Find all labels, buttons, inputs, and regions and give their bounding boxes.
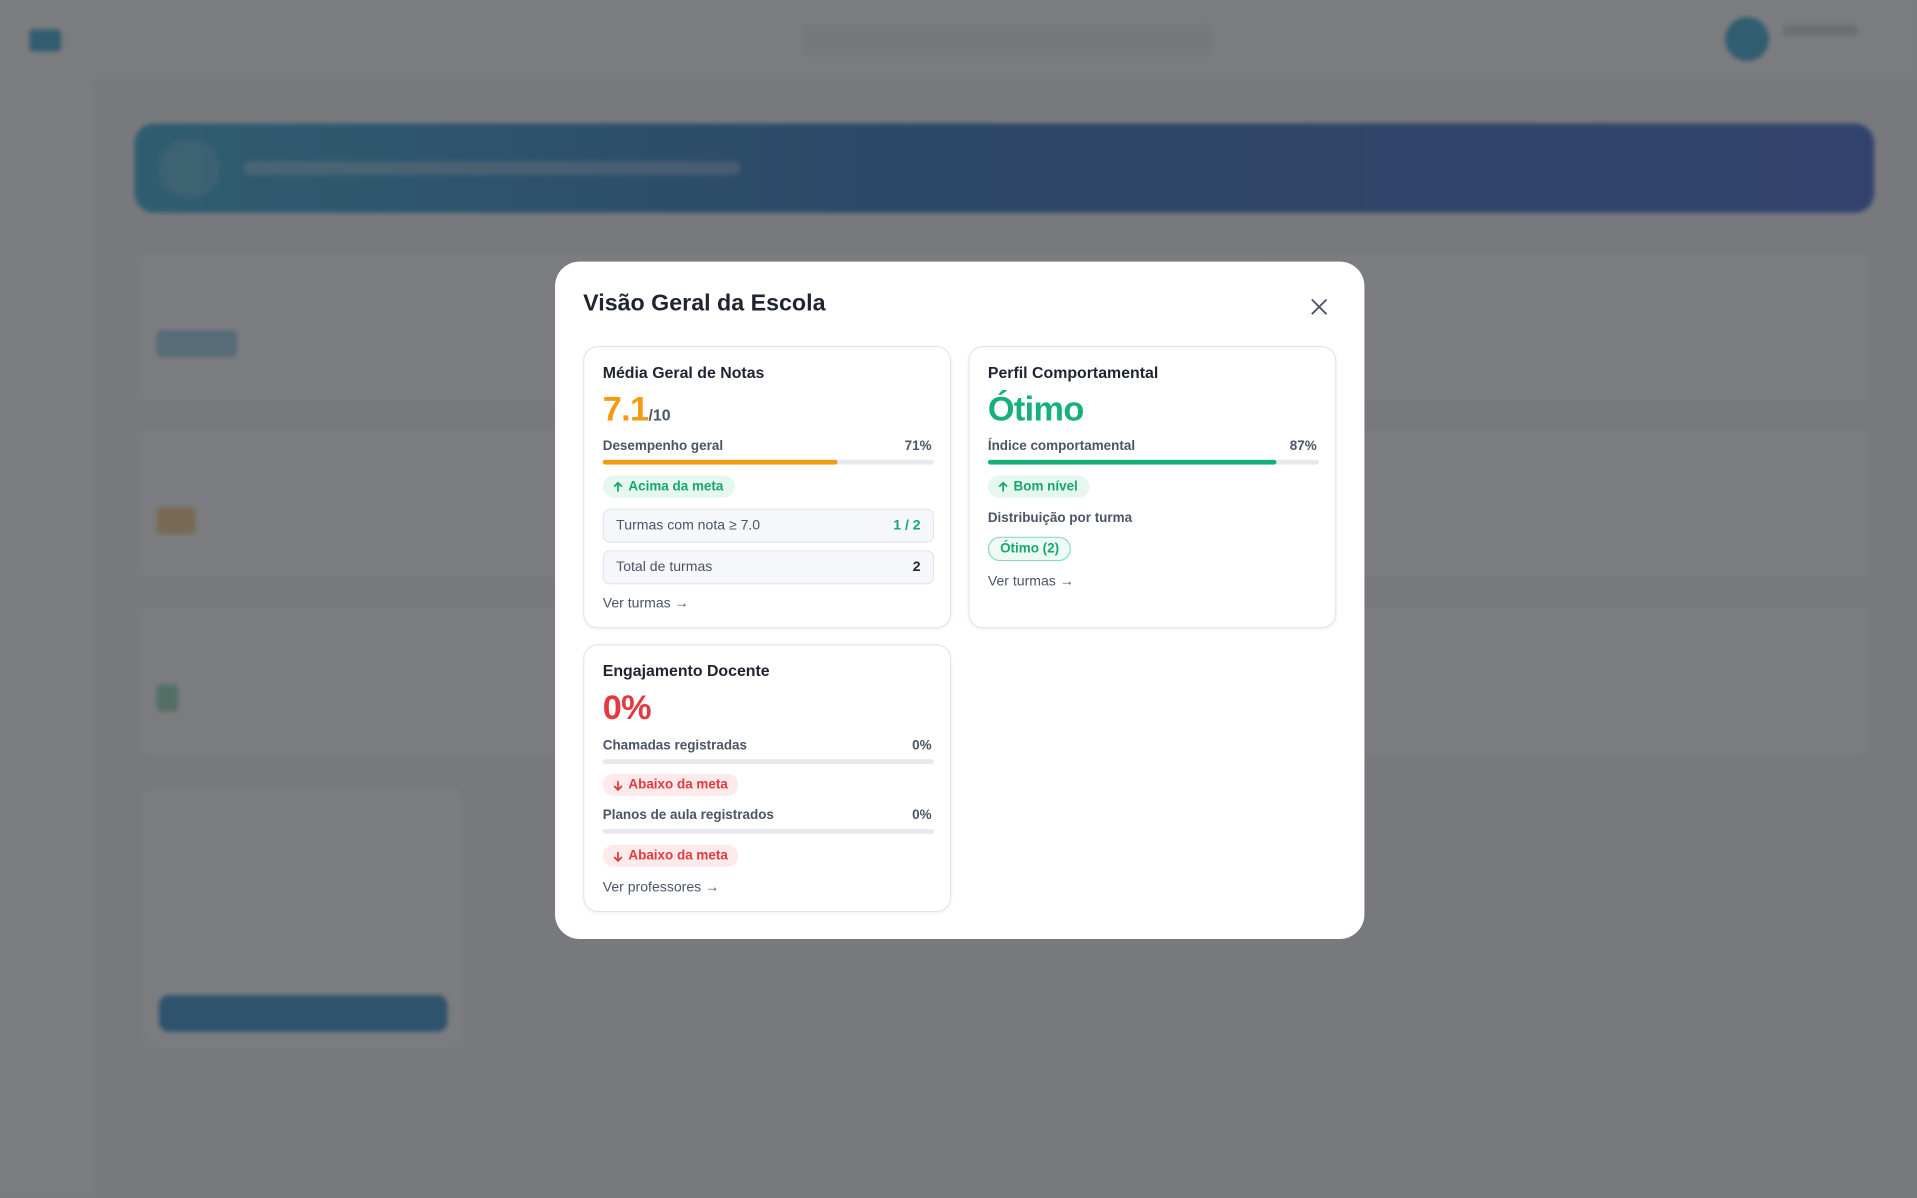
stat-row: Total de turmas 2	[602, 550, 935, 585]
card-title: Perfil Comportamental	[987, 363, 1159, 382]
score-value: 7.1	[602, 390, 649, 428]
score-suffix: /10	[648, 405, 671, 425]
stat-row: Turmas com nota ≥ 7.0 1 / 2	[602, 508, 935, 543]
link[interactable]: Ver turmas →	[987, 574, 1074, 590]
modal-title: Visão Geral da Escola	[583, 290, 826, 317]
score: 7.1/10	[603, 390, 671, 429]
progress-track	[987, 459, 1320, 465]
badge-text: Bom nível	[1013, 479, 1078, 494]
metric-label: Índice comportamental	[987, 438, 1136, 454]
grades-card: Média Geral de Notas 7.1/10 Desempenho g…	[583, 345, 952, 629]
card-title: Engajamento Docente	[602, 661, 770, 680]
score: 0%	[602, 688, 652, 727]
modal: Visão Geral da Escola Média Geral de Not…	[555, 261, 1365, 939]
metric-label: Chamadas registradas	[602, 738, 747, 754]
progress-fill	[602, 459, 838, 465]
metric-label: Desempenho geral	[602, 438, 724, 454]
row-value: 1 / 2	[893, 518, 921, 534]
badge: Bom nível	[987, 475, 1089, 498]
progress-fill	[987, 459, 1277, 465]
row-label: Total de turmas	[616, 559, 713, 575]
metric-value: 71%	[904, 438, 932, 454]
metric-value: 0%	[912, 738, 932, 754]
card-title: Média Geral de Notas	[602, 363, 765, 382]
teaching-card: Engajamento Docente 0% Chamadas registra…	[583, 644, 952, 913]
badge: Abaixo da meta	[602, 844, 739, 867]
section-label: Distribuição por turma	[987, 511, 1133, 526]
row-label: Turmas com nota ≥ 7.0	[616, 518, 761, 534]
chip: Ótimo (2)	[987, 536, 1072, 562]
badge-text: Acima da meta	[628, 479, 724, 494]
metric-label: Planos de aula registrados	[602, 808, 774, 823]
close-button[interactable]	[1309, 297, 1329, 317]
badge-text: Abaixo da meta	[628, 848, 728, 864]
metric-value: 0%	[912, 808, 932, 823]
badge-text: Abaixo da meta	[628, 777, 728, 793]
link[interactable]: Ver turmas →	[602, 596, 689, 612]
progress-track	[602, 759, 935, 765]
badge: Acima da meta	[602, 475, 735, 498]
row-value: 2	[912, 559, 921, 575]
behavior-card: Perfil Comportamental Ótimo Índice compo…	[968, 345, 1337, 629]
link[interactable]: Ver professores →	[602, 880, 720, 895]
progress-track	[602, 828, 935, 834]
score: Ótimo	[987, 390, 1084, 428]
metric-value: 87%	[1289, 438, 1317, 454]
badge: Abaixo da meta	[602, 773, 739, 796]
progress-track	[602, 459, 935, 465]
